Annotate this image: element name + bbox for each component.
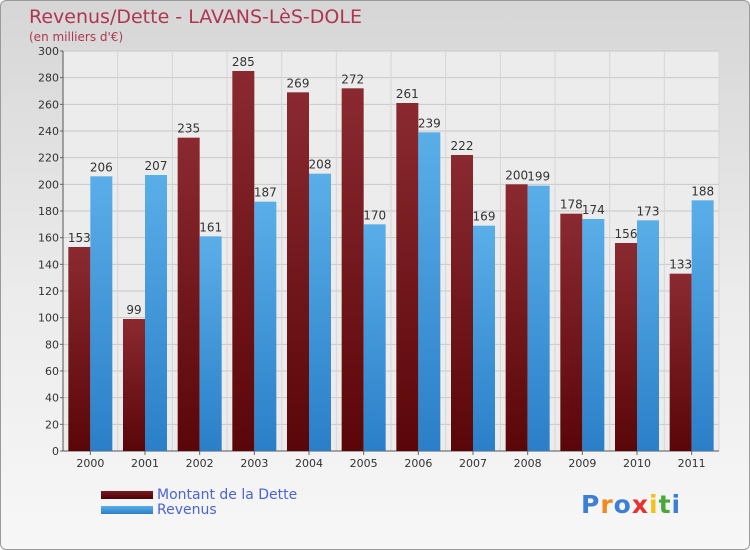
bar-dette [232,71,255,451]
bar-dette [669,273,692,451]
logo-letter: t [658,490,672,519]
y-tick-label: 40 [45,392,59,405]
y-tick-label: 20 [45,418,59,431]
bar-revenus [199,236,222,451]
data-label-dette: 156 [615,227,638,241]
logo-letter: i [671,490,682,519]
y-tick-label: 240 [38,125,59,138]
bar-revenus [90,176,113,452]
logo-letter: P [581,490,601,519]
legend-label-dette: Montant de la Dette [157,486,298,503]
y-tick-label: 80 [45,338,59,351]
bar-dette [615,243,637,451]
x-tick-label: 2001 [131,457,159,470]
bar-dette [396,103,419,451]
x-tick-label: 2003 [240,457,268,470]
data-label-revenus: 199 [527,170,550,184]
y-tick-label: 180 [38,205,59,218]
legend-item-dette: Montant de la Dette [101,486,298,503]
data-label-dette: 272 [341,72,364,86]
x-tick-label: 2010 [623,457,651,470]
y-tick-label: 200 [38,178,59,191]
chart-title: Revenus/Dette - LAVANS-LèS-DOLE [29,6,362,28]
legend-label-revenus: Revenus [157,501,217,518]
axes: 0 20 40 60 80 100 120 140 160 180 200 220 240 260 280 3… [38,45,719,470]
bar-revenus [473,225,495,451]
bar-revenus [418,132,441,452]
data-label-dette: 153 [68,231,91,245]
data-label-revenus: 173 [637,204,660,218]
data-label-dette: 235 [177,122,200,136]
chart-subtitle: (en milliers d'€) [29,30,124,44]
data-label-dette: 200 [505,168,528,182]
bar-dette [68,247,91,451]
bar-dette [505,184,528,452]
bar-revenus [309,173,331,451]
x-tick-label: 2000 [76,457,104,470]
bar-dette [287,92,309,451]
y-tick-label: 140 [38,258,59,271]
y-tick-label: 220 [38,152,59,165]
data-label-revenus: 188 [691,184,714,198]
y-tick-label: 60 [45,365,59,378]
data-label-revenus: 207 [145,159,168,173]
x-tick-label: 2004 [295,457,323,470]
x-tick-label: 2002 [186,457,214,470]
logo-letter: x [631,490,649,519]
bar-revenus [691,200,714,451]
data-label-revenus: 169 [473,210,496,224]
y-tick-label: 160 [38,232,59,245]
data-label-dette: 99 [126,303,141,317]
data-labels: 153 206 99 207 235 161 285 187 269 208 272 170 261 23… [68,55,714,317]
data-label-revenus: 170 [363,208,386,222]
data-label-dette: 261 [396,87,419,101]
x-tick-label: 2007 [459,457,487,470]
data-label-revenus: 239 [418,116,441,130]
y-tick-label: 120 [38,285,59,298]
bar-dette [123,319,145,451]
y-tick-label: 280 [38,72,59,85]
bar-revenus [582,219,605,451]
x-tick-label: 2005 [350,457,378,470]
bars [68,71,714,452]
x-tick-label: 2008 [514,457,542,470]
logo-letter: o [613,490,632,519]
bar-dette [451,155,473,451]
y-tick-label: 300 [38,45,59,58]
data-label-dette: 178 [560,198,583,212]
bar-dette [341,88,364,451]
data-label-revenus: 187 [254,186,277,200]
bar-revenus [145,175,167,451]
y-tick-label: 0 [52,445,59,458]
proxiti-logo: Proxiti [581,490,681,519]
data-label-revenus: 206 [90,160,113,174]
legend-swatch-revenus [101,505,153,514]
x-tick-label: 2006 [404,457,432,470]
bar-dette [560,213,583,451]
data-label-dette: 133 [669,258,692,272]
logo-letter: i [649,490,659,519]
bar-revenus [254,201,277,451]
data-label-revenus: 161 [199,220,222,234]
bar-revenus [527,185,550,451]
legend-item-revenus: Revenus [101,501,297,518]
legend-swatch-dette [101,490,153,499]
data-label-revenus: 208 [309,158,332,172]
y-tick-label: 260 [38,98,59,111]
data-label-dette: 222 [451,139,474,153]
bar-dette [177,137,200,451]
legend: Montant de la Dette Revenus [101,486,298,518]
x-tick-label: 2011 [678,457,706,470]
data-label-dette: 285 [232,55,255,69]
data-label-dette: 269 [287,76,310,90]
bar-revenus [363,224,386,451]
bar-revenus [637,220,659,451]
data-label-revenus: 174 [582,203,605,217]
logo-letter: r [600,490,614,519]
y-tick-label: 100 [38,312,59,325]
x-tick-label: 2009 [568,457,596,470]
